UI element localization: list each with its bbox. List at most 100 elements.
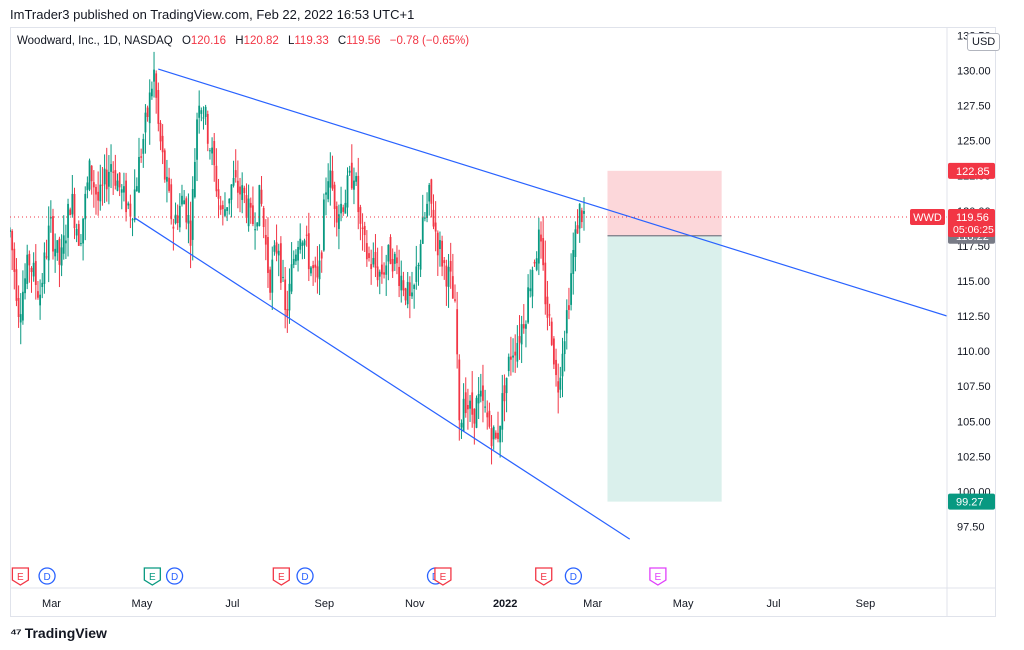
candle-body xyxy=(153,69,155,82)
candle-body xyxy=(312,265,315,269)
earnings-marker-icon[interactable] xyxy=(649,567,667,586)
low-label: L xyxy=(287,35,295,47)
candle-body xyxy=(333,184,336,209)
candle-body xyxy=(284,279,287,311)
candle-body xyxy=(525,324,527,329)
candle-body xyxy=(163,150,166,180)
candle-body xyxy=(314,264,317,268)
upper-trendline[interactable] xyxy=(158,68,947,317)
candle-body xyxy=(365,243,368,260)
candle-body xyxy=(112,171,115,173)
candle-body xyxy=(368,253,370,259)
candle-body xyxy=(277,250,280,256)
earnings-marker-icon[interactable] xyxy=(434,567,452,586)
candle-body xyxy=(77,224,80,246)
candle-body xyxy=(211,147,213,154)
earnings-marker-icon[interactable] xyxy=(535,567,553,586)
candle-body xyxy=(460,422,463,428)
low-value: 119.33 xyxy=(294,35,329,47)
candle-body xyxy=(202,117,205,119)
candle-body xyxy=(458,359,461,421)
candle-body xyxy=(572,249,575,274)
candle-body xyxy=(357,175,360,213)
candle-body xyxy=(473,408,476,424)
candle-body xyxy=(170,184,173,220)
candle-body xyxy=(546,296,549,318)
candle-body xyxy=(187,215,190,224)
x-tick-label: Jul xyxy=(225,598,239,610)
candle-body xyxy=(451,276,454,299)
candle-body xyxy=(125,180,127,213)
candle-body xyxy=(254,229,256,231)
open-value: 120.16 xyxy=(190,35,227,47)
dividend-marker-icon[interactable] xyxy=(296,567,314,585)
candle-body xyxy=(462,398,465,432)
position-target-zone[interactable] xyxy=(607,235,722,502)
candle-body xyxy=(17,297,20,317)
candle-body xyxy=(232,177,235,186)
dividend-marker-icon[interactable] xyxy=(165,567,184,585)
candle-body xyxy=(542,238,545,266)
lower-trendline[interactable] xyxy=(134,217,631,540)
candle-body xyxy=(430,179,433,204)
candle-body xyxy=(75,228,78,236)
candle-body xyxy=(127,203,130,206)
candle-body xyxy=(447,266,450,287)
candle-body xyxy=(445,265,448,287)
price-chart[interactable]: 97.50100.00102.50105.00107.50110.00112.5… xyxy=(10,27,996,617)
candle-body xyxy=(482,385,484,401)
dividend-marker-icon[interactable] xyxy=(564,567,583,585)
candle-body xyxy=(161,135,164,153)
candle-body xyxy=(529,288,532,292)
candle-body xyxy=(540,234,542,242)
candle-body xyxy=(348,170,351,173)
candle-body xyxy=(454,299,456,301)
candle-body xyxy=(520,324,523,345)
dividend-marker-icon[interactable] xyxy=(38,567,56,585)
position-stop-zone[interactable] xyxy=(607,170,722,236)
candle-body xyxy=(372,257,375,265)
candle-body xyxy=(47,225,50,261)
candle-body xyxy=(133,189,136,221)
candle-body xyxy=(421,216,424,244)
candle-body xyxy=(84,193,87,220)
candle-body xyxy=(466,404,469,410)
candle-body xyxy=(67,203,69,238)
candle-body xyxy=(45,256,48,258)
earnings-marker-icon[interactable] xyxy=(272,567,290,586)
candle-body xyxy=(60,247,63,266)
candle-body xyxy=(578,203,581,229)
candle-body xyxy=(174,214,177,224)
candle-body xyxy=(224,209,226,216)
candle-body xyxy=(537,229,540,264)
candle-body xyxy=(557,381,560,393)
y-tick-label: 117.50 xyxy=(957,241,990,253)
candle-body xyxy=(503,385,506,402)
candle-body xyxy=(64,240,67,244)
candle-body xyxy=(325,192,327,195)
close-value: 119.56 xyxy=(346,35,381,47)
candle-body xyxy=(555,359,557,376)
candle-body xyxy=(320,252,323,259)
earnings-marker-icon[interactable] xyxy=(11,567,30,586)
candle-body xyxy=(355,176,358,182)
candle-body xyxy=(172,226,175,229)
candle-body xyxy=(267,237,269,273)
candle-body xyxy=(574,229,577,257)
candle-body xyxy=(114,170,117,186)
symbol-tag-bg xyxy=(910,208,945,225)
candle-body xyxy=(99,184,102,202)
candle-body xyxy=(408,282,411,296)
earnings-marker-icon[interactable] xyxy=(143,567,161,586)
currency-button[interactable]: USD xyxy=(967,33,1001,51)
candle-body xyxy=(11,230,14,251)
symbol-label[interactable]: Woodward, Inc., 1D, NASDAQ xyxy=(17,35,173,47)
candle-body xyxy=(34,261,37,285)
candles-group xyxy=(10,51,585,465)
candle-body xyxy=(501,393,504,430)
candle-body xyxy=(221,205,224,210)
candle-body xyxy=(181,195,183,205)
candle-body xyxy=(381,264,383,275)
close-price-tag: 119.56 xyxy=(956,212,989,224)
candle-body xyxy=(299,238,302,250)
